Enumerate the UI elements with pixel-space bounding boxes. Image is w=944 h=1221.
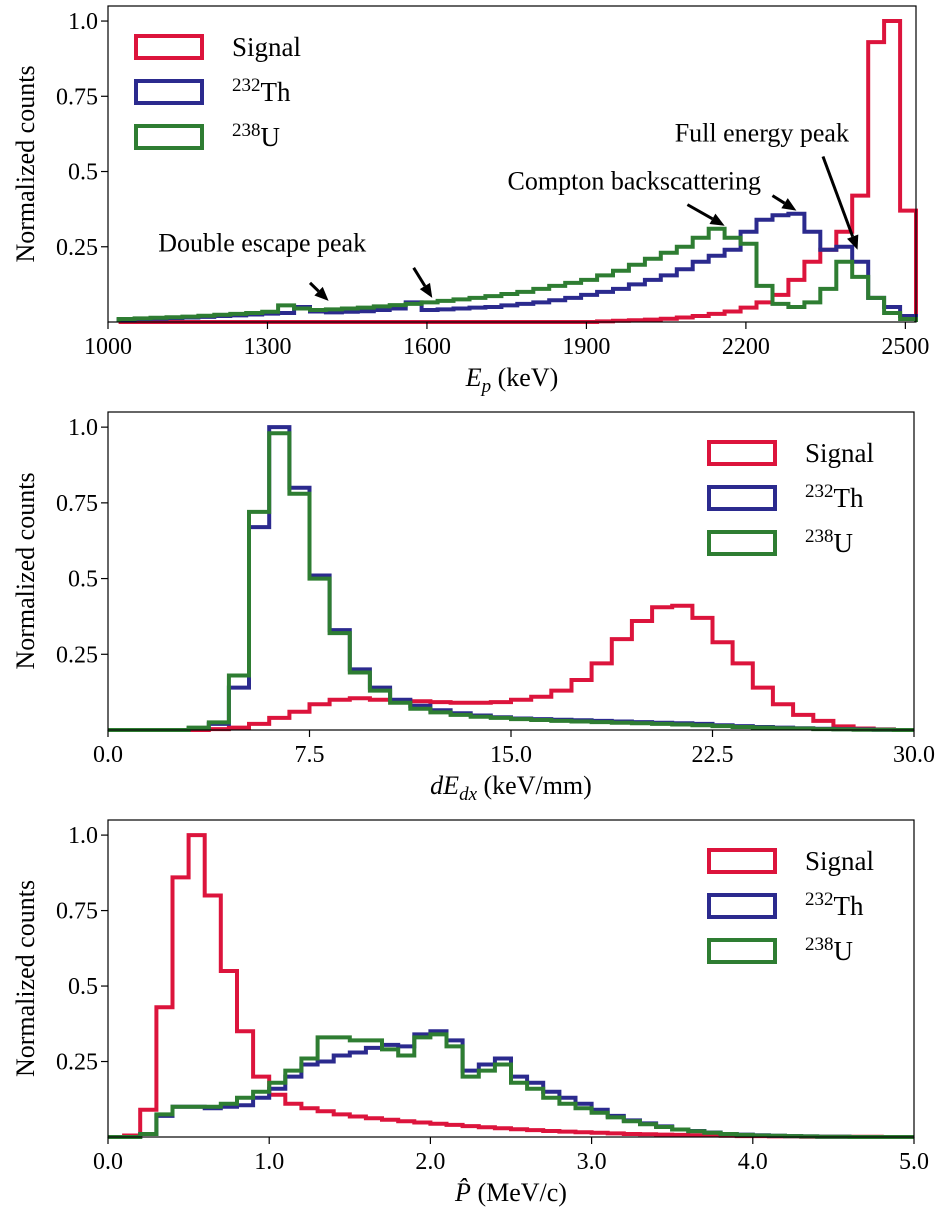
series-238u-histogram (108, 1032, 914, 1139)
y-tick-label: 0.5 (68, 160, 98, 186)
arrow-head (847, 234, 859, 250)
legend-swatch-signal (707, 440, 777, 466)
plot-frame (107, 819, 915, 1138)
x-tick-label: 2500 (881, 334, 929, 360)
y-tick-label: 0.5 (68, 974, 98, 1000)
series-signal-histogram (108, 833, 914, 1139)
x-tick-label: 0.0 (93, 742, 123, 768)
x-tick-label: 1000 (84, 334, 132, 360)
x-tick-label: 1900 (562, 334, 610, 360)
arrow-head (709, 213, 725, 226)
arrow-shaft (821, 155, 855, 238)
panel-3: 0.0 1.0 2.0 3.0 4.0 5.0 0.25 0.5 0.75 1.0 Normaliz… (11, 819, 929, 1207)
annotation-text: Full energy peak (675, 118, 849, 147)
legend-swatch-signal (707, 848, 777, 874)
y-tick-label: 0.75 (56, 491, 98, 517)
annotation-text: Compton backscattering (508, 167, 761, 196)
series-signal-histogram (108, 603, 914, 732)
x-tick-label: 0.0 (93, 1149, 123, 1175)
annotation-compton: Compton backscattering (508, 167, 797, 226)
x-axis-label: dEdx (keV/mm) (430, 771, 592, 805)
annotation-double-escape: Double escape peak (158, 228, 433, 301)
series-238u-histogram (108, 431, 914, 732)
x-tick-label: 4.0 (738, 1149, 768, 1175)
x-axis-label: Ep (keV) (465, 363, 559, 397)
legend-label-signal: Signal (805, 846, 874, 876)
y-axis-label: Normalized counts (11, 472, 40, 669)
legend-label-232th: 232Th (232, 75, 291, 107)
x-tick-label: 1300 (243, 334, 291, 360)
x-tick-label: 1.0 (254, 1149, 284, 1175)
arrow-head (781, 198, 797, 211)
panel-1: 1000 1300 1600 1900 2200 2500 0.25 0.5 0.75 1.0 No… (11, 5, 929, 397)
legend-swatch-238u (707, 530, 777, 556)
legend-label-signal: Signal (805, 438, 874, 468)
y-tick-label: 0.25 (56, 235, 98, 261)
x-tick-label: 2.0 (415, 1149, 445, 1175)
y-tick-label: 0.25 (56, 642, 98, 668)
legend-label-238u: 238U (805, 526, 853, 558)
legend-swatch-signal (134, 34, 204, 60)
x-tick-label: 5.0 (899, 1149, 929, 1175)
y-tick-label: 0.75 (56, 84, 98, 110)
x-tick-label: 15.0 (490, 742, 532, 768)
legend-label-signal: Signal (232, 32, 301, 62)
y-tick-label: 0.25 (56, 1050, 98, 1076)
annotation-text: Double escape peak (158, 228, 366, 257)
plot-frame (107, 5, 917, 323)
legend-swatch-232th (707, 893, 777, 919)
panel-2: 0.0 7.5 15.0 22.5 30.0 0.25 0.5 0.75 1.0 Normaliz… (11, 411, 935, 805)
legend-label-238u: 238U (232, 120, 280, 152)
arrow-head (419, 282, 433, 298)
x-tick-label: 22.5 (692, 742, 734, 768)
legend-swatch-232th (707, 485, 777, 511)
y-tick-label: 1.0 (68, 415, 98, 441)
arrow-head (314, 286, 329, 301)
y-tick-label: 0.75 (56, 899, 98, 925)
legend: Signal 232Th 238U (134, 32, 301, 152)
y-tick-label: 1.0 (68, 823, 98, 849)
x-tick-label: 3.0 (577, 1149, 607, 1175)
x-tick-label: 2200 (722, 334, 770, 360)
annotation-full-energy: Full energy peak (675, 118, 859, 250)
y-tick-label: 1.0 (68, 9, 98, 35)
series-238u-histogram (116, 226, 918, 322)
legend: Signal 232Th 238U (707, 438, 874, 558)
arrow-shaft (308, 281, 320, 293)
legend-label-232th: 232Th (805, 481, 864, 513)
y-axis-label: Normalized counts (11, 65, 40, 262)
legend-swatch-238u (134, 124, 204, 150)
arrow-shaft (412, 267, 427, 287)
y-axis-label: Normalized counts (11, 880, 40, 1077)
arrow-shaft (686, 203, 714, 221)
legend-swatch-238u (707, 938, 777, 964)
legend: Signal 232Th 238U (707, 846, 874, 966)
x-axis-label: P̂ (MeV/c) (454, 1178, 567, 1207)
legend-swatch-232th (134, 79, 204, 105)
legend-label-232th: 232Th (805, 889, 864, 921)
x-tick-label: 7.5 (295, 742, 325, 768)
legend-label-238u: 238U (805, 934, 853, 966)
y-tick-label: 0.5 (68, 567, 98, 593)
arrow-shaft (771, 194, 786, 205)
x-tick-label: 1600 (403, 334, 451, 360)
x-tick-label: 30.0 (893, 742, 935, 768)
